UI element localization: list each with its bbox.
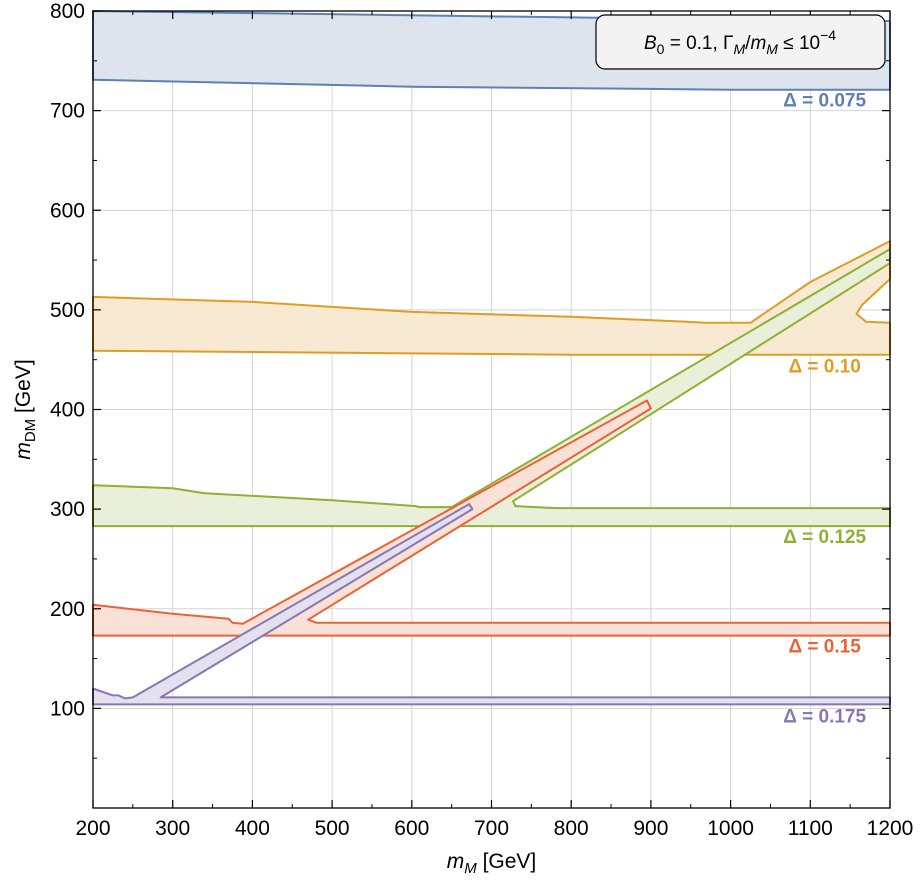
x-tick-label: 900	[633, 817, 668, 840]
y-tick-label: 500	[50, 299, 85, 322]
x-tick-label: 200	[75, 817, 110, 840]
series-label: Δ = 0.10	[788, 357, 860, 378]
series-label: Δ = 0.125	[783, 527, 866, 548]
legend-box: B0 = 0.1, ΓM/mM ≤ 10−4	[595, 14, 886, 70]
series-labels: Δ = 0.075 Δ = 0.10 Δ = 0.125 Δ = 0.15 Δ = 0.…	[783, 91, 866, 728]
x-tick-label: 500	[315, 817, 350, 840]
y-tick-label: 600	[50, 199, 85, 222]
y-tick-label: 700	[50, 100, 85, 123]
y-tick-label: 300	[50, 498, 85, 521]
x-axis-title: mM [GeV]	[447, 850, 537, 877]
axis-ticks: 200 300 400 500 600 700 800 900 1000 1100 1200 100 2…	[50, 0, 913, 840]
x-tick-label: 1000	[707, 817, 754, 840]
x-tick-label: 700	[474, 817, 509, 840]
legend-text: B0 = 0.1, ΓM/mM ≤ 10−4	[644, 27, 836, 57]
legend-frame	[595, 14, 886, 70]
x-tick-label: 800	[554, 817, 589, 840]
y-axis-title: mDM [GeV]	[12, 359, 39, 459]
x-tick-label: 1100	[788, 817, 833, 840]
series-label: Δ = 0.075	[783, 91, 866, 112]
y-tick-label: 800	[50, 0, 85, 23]
series-label: Δ = 0.15	[788, 637, 861, 658]
series-label: Δ = 0.175	[783, 706, 866, 727]
y-tick-label: 200	[50, 598, 85, 621]
x-tick-label: 1200	[867, 817, 914, 840]
x-tick-label: 400	[235, 817, 270, 840]
x-tick-label: 300	[155, 817, 190, 840]
x-tick-label: 600	[394, 817, 429, 840]
grid	[92, 10, 891, 808]
y-tick-label: 100	[50, 697, 85, 720]
y-tick-label: 400	[50, 399, 85, 422]
